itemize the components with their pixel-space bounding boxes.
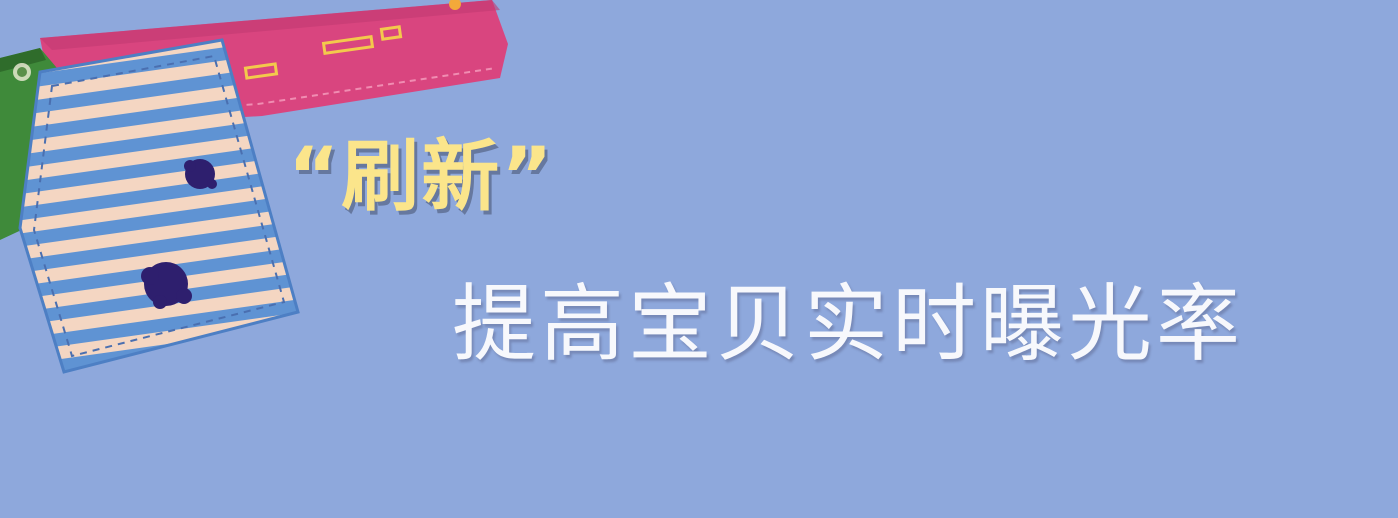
subline-exposure: 提高宝贝实时曝光率 — [452, 275, 1245, 373]
ink-blot — [141, 159, 217, 309]
striped-fabric-patch — [18, 38, 300, 374]
fabric-patches-illustration — [0, 0, 508, 374]
headline-refresh: “刷新” — [288, 132, 555, 222]
